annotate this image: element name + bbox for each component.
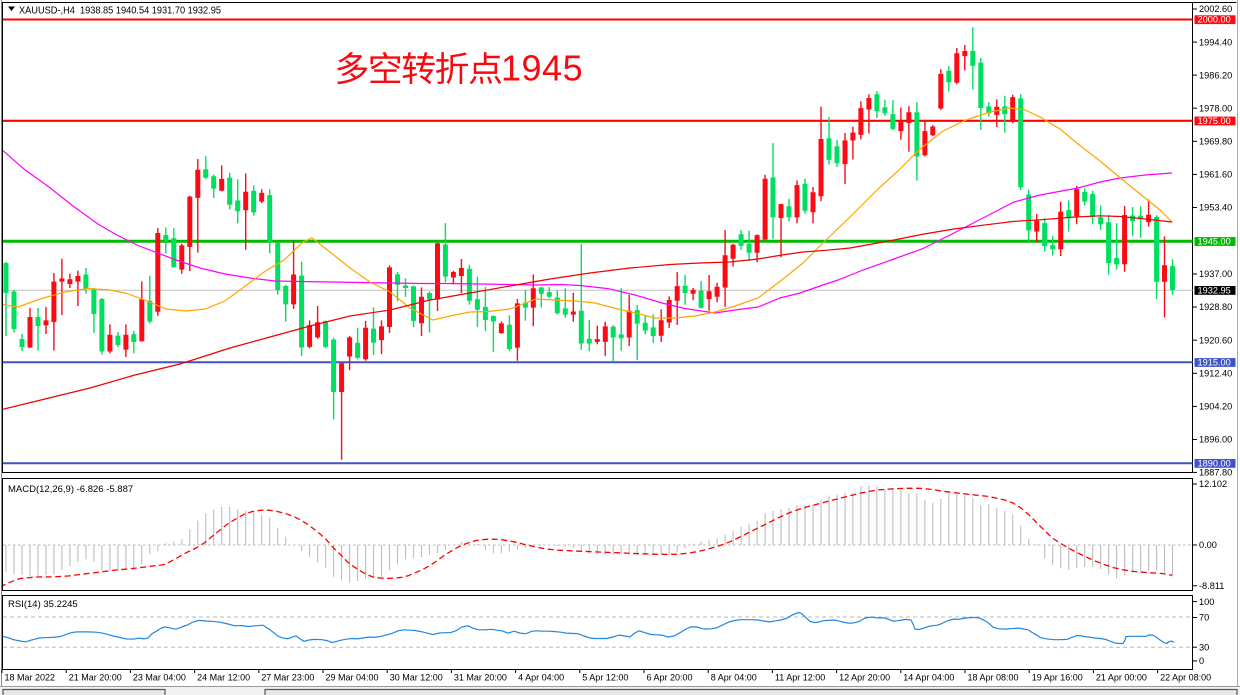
svg-text:1890.00: 1890.00 xyxy=(1198,458,1231,468)
svg-text:0.00: 0.00 xyxy=(1199,540,1217,550)
svg-text:100: 100 xyxy=(1199,597,1214,607)
svg-text:5 Apr 12:00: 5 Apr 12:00 xyxy=(582,673,628,683)
svg-text:4 Apr 04:00: 4 Apr 04:00 xyxy=(518,673,564,683)
svg-text:30: 30 xyxy=(1199,642,1209,652)
svg-text:2000.00: 2000.00 xyxy=(1198,15,1231,25)
svg-text:1953.40: 1953.40 xyxy=(1199,203,1232,213)
svg-text:1904.20: 1904.20 xyxy=(1199,402,1232,412)
svg-text:14 Apr 04:00: 14 Apr 04:00 xyxy=(903,673,954,683)
svg-text:11 Apr 12:00: 11 Apr 12:00 xyxy=(775,673,825,683)
svg-text:1978.00: 1978.00 xyxy=(1199,103,1232,113)
svg-text:70: 70 xyxy=(1199,613,1209,623)
svg-text:1896.00: 1896.00 xyxy=(1199,435,1232,445)
svg-text:-8.811: -8.811 xyxy=(1199,581,1224,591)
svg-text:1887.80: 1887.80 xyxy=(1199,468,1232,478)
svg-text:1969.80: 1969.80 xyxy=(1199,137,1232,147)
svg-text:1945: 1945 xyxy=(501,48,583,89)
svg-text:1986.20: 1986.20 xyxy=(1199,70,1232,80)
svg-text:18 Apr 08:00: 18 Apr 08:00 xyxy=(968,673,1019,683)
svg-text:1961.60: 1961.60 xyxy=(1199,170,1232,180)
svg-text:1994.40: 1994.40 xyxy=(1199,37,1232,47)
svg-text:31 Mar 20:00: 31 Mar 20:00 xyxy=(454,673,507,683)
svg-text:8 Apr 04:00: 8 Apr 04:00 xyxy=(711,673,757,683)
svg-text:1945.00: 1945.00 xyxy=(1198,237,1231,247)
svg-text:1912.40: 1912.40 xyxy=(1199,369,1232,379)
svg-text:2002.60: 2002.60 xyxy=(1199,4,1232,14)
svg-text:1975.00: 1975.00 xyxy=(1198,116,1231,126)
svg-text:21 Apr 00:00: 21 Apr 00:00 xyxy=(1096,673,1147,683)
svg-text:0: 0 xyxy=(1199,656,1204,666)
svg-text:12 Apr 20:00: 12 Apr 20:00 xyxy=(839,673,890,683)
svg-text:MACD(12,26,9) -6.826 -5.887: MACD(12,26,9) -6.826 -5.887 xyxy=(8,484,133,495)
svg-text:1937.00: 1937.00 xyxy=(1199,269,1232,279)
svg-text:18 Mar 2022: 18 Mar 2022 xyxy=(5,673,56,683)
svg-text:1920.60: 1920.60 xyxy=(1199,335,1232,345)
svg-text:RSI(14) 35.2245: RSI(14) 35.2245 xyxy=(8,599,78,610)
svg-text:30 Mar 12:00: 30 Mar 12:00 xyxy=(390,673,443,683)
svg-text:19 Apr 16:00: 19 Apr 16:00 xyxy=(1032,673,1083,683)
svg-text:12.102: 12.102 xyxy=(1199,479,1227,489)
svg-text:1915.00: 1915.00 xyxy=(1198,358,1231,368)
svg-text:6 Apr 20:00: 6 Apr 20:00 xyxy=(647,673,693,683)
svg-text:XAUUSD-,H4 1938.85 1940.54 19: XAUUSD-,H4 1938.85 1940.54 1931.70 1932.… xyxy=(19,6,221,17)
svg-text:27 Mar 23:00: 27 Mar 23:00 xyxy=(261,673,314,683)
svg-text:22 Apr 08:00: 22 Apr 08:00 xyxy=(1160,673,1211,683)
svg-text:24 Mar 12:00: 24 Mar 12:00 xyxy=(197,673,250,683)
svg-text:1928.80: 1928.80 xyxy=(1199,302,1232,312)
svg-text:1932.95: 1932.95 xyxy=(1198,285,1231,295)
svg-text:21 Mar 20:00: 21 Mar 20:00 xyxy=(69,673,122,683)
svg-text:29 Mar 04:00: 29 Mar 04:00 xyxy=(326,673,379,683)
svg-text:23 Mar 04:00: 23 Mar 04:00 xyxy=(133,673,186,683)
